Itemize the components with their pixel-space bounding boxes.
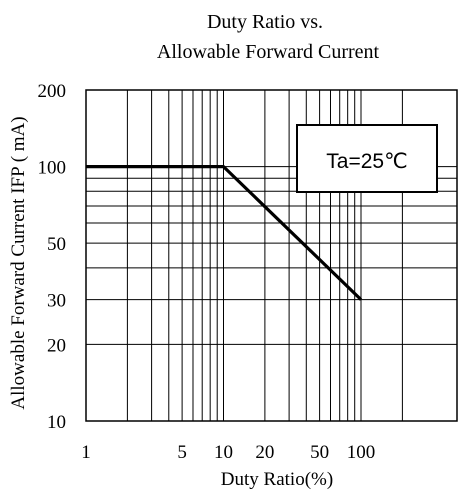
y-tick-label: 200 [38, 81, 67, 102]
x-tick-label: 1 [81, 442, 91, 463]
chart-title-line-1: Duty Ratio vs. [207, 11, 323, 33]
x-axis-label: Duty Ratio(%) [221, 469, 333, 490]
annotation-frame [296, 124, 438, 193]
x-tick-label: 5 [177, 442, 187, 463]
annotation-box: Ta=25℃ [296, 124, 438, 193]
x-tick-label: 20 [255, 442, 274, 463]
y-tick-label: 20 [47, 335, 66, 356]
y-tick-label: 50 [47, 234, 66, 255]
x-tick-label: 10 [214, 442, 233, 463]
series-line [86, 165, 363, 301]
chart-title-line-2: Allowable Forward Current [157, 41, 380, 63]
annotation-text: Ta=25℃ [326, 150, 407, 173]
x-tick-label: 50 [310, 442, 329, 463]
y-tick-label: 10 [47, 412, 66, 433]
plot-area-frame [85, 89, 458, 422]
y-tick-label: 30 [47, 291, 66, 312]
y-tick-label: 100 [38, 158, 67, 179]
x-tick-labels: 1 5 10 20 50 100 [81, 442, 375, 463]
x-tick-label: 100 [347, 442, 376, 463]
y-axis-label: Allowable Forward Current IFP ( mA) [8, 116, 29, 409]
y-tick-labels: 10 20 30 50 100 200 [38, 81, 67, 433]
series-layer [86, 165, 363, 301]
